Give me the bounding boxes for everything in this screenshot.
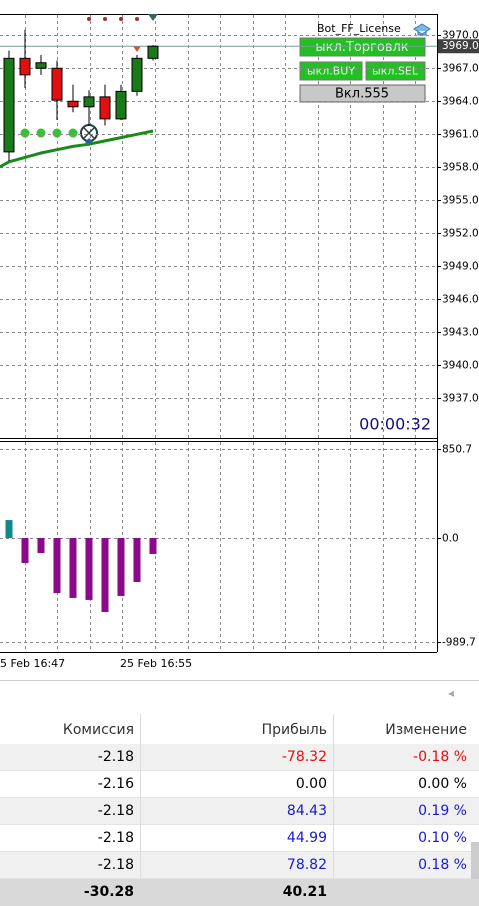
scroll-arrow[interactable]: ◂: [448, 686, 455, 700]
scrollbar: [471, 842, 479, 879]
table-cell: -0.18 %: [333, 744, 473, 771]
candle-body: [99, 96, 111, 120]
y-tick-label: 3967.0: [442, 63, 479, 75]
divider: [0, 680, 479, 681]
candle-body: [67, 100, 79, 108]
table-row: [0, 852, 479, 879]
total-cell: 40.21: [282, 884, 327, 900]
y-tick-label: 3943.0: [442, 327, 479, 339]
table-cell: 0.18 %: [333, 852, 473, 879]
button[interactable]: [299, 61, 363, 81]
header-cell: Изменение: [333, 714, 473, 744]
chart: Bot_FF_License ыкл.Торговлк ыкл.BUY ыкл.…: [0, 0, 479, 680]
table-cell: -2.16: [97, 776, 134, 792]
button-label[interactable]: Вкл.555: [335, 87, 389, 102]
table-cell: -78.32: [140, 744, 333, 771]
button[interactable]: [365, 61, 426, 81]
last-price-label: 3969.0: [442, 40, 479, 52]
y-tick-label: 3937.0: [442, 393, 479, 405]
y-tick-label: 3940.0: [442, 360, 479, 372]
ma-line: [0, 129, 154, 169]
table-row: [0, 771, 479, 798]
signal-dots: [87, 17, 139, 21]
table-cell: 0.10 %: [333, 825, 473, 852]
signal-dots: [20, 128, 78, 138]
histogram-bar: [133, 538, 141, 582]
x-tick-label: 5 Feb 16:47: [0, 657, 65, 670]
table-row: [0, 825, 479, 852]
table-cell: 0.00: [140, 771, 333, 798]
histogram-bar: [21, 538, 29, 563]
histogram-bar: [149, 538, 157, 554]
y-tick-label: 3970.0: [442, 30, 479, 42]
table-row: [0, 744, 479, 771]
button-label[interactable]: ыкл.Торговлк: [315, 40, 408, 55]
price-layer: 3970.0 3967.0 3964.0 3961.0 3958.0 3955.0 3952…: [0, 30, 479, 670]
marker: [148, 14, 158, 21]
header-cell: Комиссия: [62, 722, 134, 738]
timer: 00:00:32: [359, 415, 431, 434]
total-cell: -30.28: [83, 884, 134, 900]
candle-body: [131, 57, 143, 92]
candle-body: [19, 57, 31, 76]
candle-body: [3, 57, 15, 153]
y-tick-label: 0.0: [442, 533, 459, 545]
header-cell: Прибыль: [140, 714, 333, 744]
candle-body: [147, 45, 159, 59]
table-cell: 0.19 %: [333, 798, 473, 825]
candle-body: [83, 96, 95, 108]
candle-body: [35, 62, 47, 69]
histogram-bar: [5, 520, 13, 539]
candle-body: [115, 90, 127, 120]
y-tick-label: 3949.0: [442, 261, 479, 273]
y-tick-label: -989.7: [442, 637, 476, 649]
histogram-bar: [101, 538, 109, 613]
button[interactable]: [299, 37, 426, 57]
y-tick-label: 3952.0: [442, 228, 479, 240]
signal-x: [83, 127, 95, 139]
table-cell: -2.18: [97, 803, 134, 819]
trade-table: Комиссия Прибыль Изменение -2.18 -78.32 -0.18…: [0, 712, 479, 906]
table-cell: 44.99: [140, 825, 333, 852]
table-cell: -2.18: [97, 857, 134, 873]
y-tick-label: 3958.0: [442, 162, 479, 174]
table-cell: -2.18: [97, 749, 134, 765]
candle-body: [51, 67, 63, 101]
y-tick-label: 3961.0: [442, 129, 479, 141]
y-tick-label: 850.7: [442, 444, 472, 456]
last-price-box: [438, 39, 479, 54]
table-cell: -2.18: [97, 830, 134, 846]
histogram-bar: [117, 538, 125, 596]
button-label[interactable]: ыкл.SEL: [372, 65, 419, 78]
marker: [133, 46, 141, 52]
histogram-bar: [69, 538, 77, 598]
button-label[interactable]: ыкл.BUY: [307, 65, 355, 78]
y-tick-label: 3946.0: [442, 294, 479, 306]
histogram-bar: [53, 538, 61, 594]
histogram-bar: [37, 538, 45, 554]
table-cell: 78.82: [140, 852, 333, 879]
y-tick-label: 3955.0: [442, 195, 479, 207]
table-cell: 84.43: [140, 798, 333, 825]
y-tick-label: 3964.0: [442, 96, 479, 108]
histogram-bar: [85, 538, 93, 600]
bot-label: Bot_FF_License: [317, 22, 401, 35]
table-cell: 0.00 %: [333, 771, 473, 798]
x-tick-label: 25 Feb 16:55: [120, 657, 192, 670]
chart-bg: [0, 0, 479, 680]
table-row: [0, 798, 479, 825]
total-row: [0, 879, 479, 906]
